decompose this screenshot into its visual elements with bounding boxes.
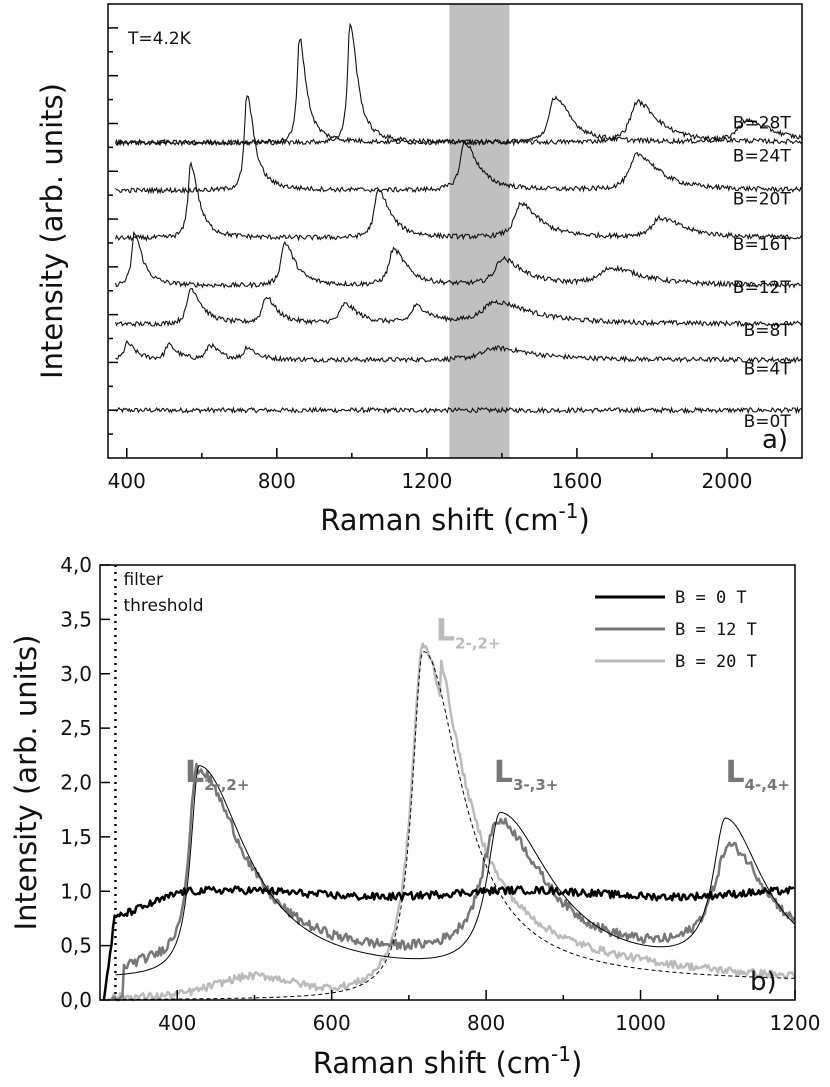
raman-trace-B=20T [115,95,803,195]
threshold-annotation: threshold [123,596,203,616]
y-tick-label-b: 4,0 [60,553,92,577]
y-tick-label-b: 0,0 [60,988,92,1012]
peak-label-main: L [436,614,455,649]
peak-label-sub: 3-,3+ [513,776,558,794]
trace-label: B=20T [733,190,792,210]
legend-label: B = 20 T [675,652,757,672]
x-tick-label-b: 600 [313,1011,351,1035]
y-tick-label-b: 0,5 [60,934,92,958]
temperature-annotation: T=4.2K [127,29,192,49]
trace-group-a [114,22,803,415]
x-tick-label-b: 1000 [615,1011,666,1035]
trace-b-20t [106,642,797,1002]
x-axis-title-a: Raman shift (cm-1) [320,499,590,537]
peak-label-main: L [185,755,204,790]
peak-labels: L2-,2+L2-,2+L3-,3+ L4-,4+ [185,614,790,794]
panel-b: 400 600 800 1000 1200 0,0 0,5 1,0 1,5 2,0 2,5 3,0 3,… [9,553,820,1080]
trace-labels-a: B=0T B=4T B=8T B=12T B=16T B=20T B=24T B=28T [733,113,792,432]
trace-label: B=28T [733,113,792,133]
panel-a: 400 800 1200 1600 2000 T=4.2K B=0TB=4TB=8TB=… [35,3,803,537]
panel-label-a: a) [762,425,788,455]
trace-label: B=4T [744,359,792,379]
legend-label: B = 12 T [675,620,757,640]
x-tick-label-b: 800 [467,1011,505,1035]
trace-label: B=0T [744,412,792,432]
raman-trace-B=8T [114,287,803,328]
x-tick-label-a: 1600 [551,469,602,493]
trace-b-12t [110,762,796,1002]
peak-label: L3-,3+ [494,755,559,794]
x-tick-label-b: 400 [158,1011,196,1035]
x-title-sup: -1 [551,1042,571,1066]
trace-label: B=16T [733,235,792,255]
peak-label: L2-,2+ [185,755,250,794]
x-title-sup: -1 [558,499,578,523]
x-axis-title-b: Raman shift (cm-1) [313,1042,583,1080]
peak-label: L4-,4+ [726,755,791,794]
peak-label-main: L [494,755,513,790]
y-tick-label-b: 2,0 [60,771,92,795]
peak-label: L2-,2+ [436,614,501,653]
filter-annotation: filter [123,570,163,590]
x-tick-label-a: 1200 [401,469,452,493]
x-title-close: ) [571,1046,582,1080]
y-axis-title-b: Intensity (arb. units) [9,635,43,931]
peak-label-sub: 4-,4+ [745,776,790,794]
x-title-close: ) [578,503,589,537]
raman-trace-B=12T [114,230,803,289]
x-tick-label-a: 400 [108,469,146,493]
y-tick-label-b: 3,0 [60,662,92,686]
plot-frame-a [107,3,803,459]
trace-label: B=8T [744,321,792,341]
x-title-main: Raman shift (cm [313,1046,551,1080]
legend-label: B = 0 T [675,588,747,608]
y-tick-label-b: 1,0 [60,879,92,903]
peak-label-main: L [726,755,745,790]
ticks-a: 400 800 1200 1600 2000 [108,27,753,493]
raman-trace-B=28T [115,22,803,147]
shaded-band [449,4,510,458]
y-tick-label-b: 2,5 [60,716,92,740]
raman-trace-B=0T [115,405,803,415]
x-tick-label-a: 800 [258,469,296,493]
x-tick-label-a: 2000 [702,469,753,493]
trace-group-b [102,642,797,1002]
x-title-main: Raman shift (cm [320,503,558,537]
raman-trace-B=4T [115,339,803,364]
trace-b-0t [102,885,795,1001]
legend: B = 0 T B = 12 T B = 20 T [595,588,757,672]
peak-label-sub: 2-,2+ [455,635,500,653]
x-tick-label-b: 1200 [770,1011,821,1035]
trace-label: B=12T [733,278,792,298]
ticks-b: 400 600 800 1000 1200 0,0 0,5 1,0 1,5 2,0 2,5 3,0 3,… [60,553,820,1035]
fit-b-20t [115,651,796,1000]
fit-b-12t [115,765,796,976]
y-tick-label-b: 3,5 [60,607,92,631]
peak-label-sub: 2-,2+ [204,776,249,794]
panel-label-b: b) [750,967,777,997]
y-tick-label-b: 1,5 [60,825,92,849]
raman-trace-B=16T [114,161,803,242]
trace-label: B=24T [733,147,792,167]
y-axis-title-a: Intensity (arb. units) [35,83,69,379]
